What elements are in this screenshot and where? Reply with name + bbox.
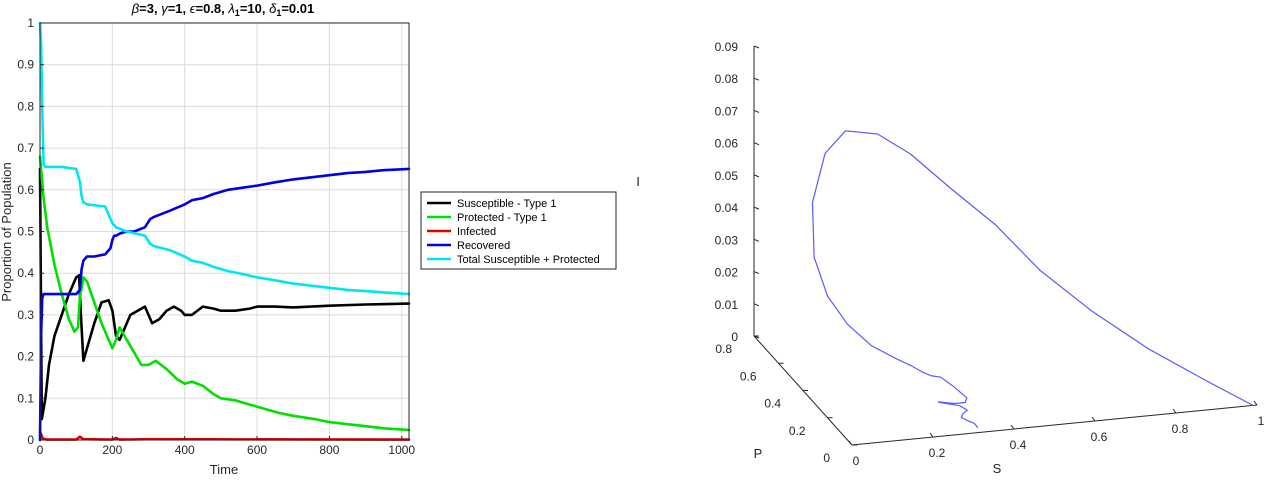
legend-label: Protected - Type 1: [457, 212, 547, 224]
z-tick-mark-3d: [753, 45, 760, 49]
y-tick-label: 0.3: [17, 308, 34, 322]
legend: Susceptible - Type 1 Protected - Type 1 In…: [420, 191, 617, 270]
x-axis-line-3d: [851, 404, 1258, 446]
title-beta-value: =3,: [139, 1, 161, 16]
x-tick-label: 600: [247, 443, 267, 457]
x-tick-label: 800: [319, 443, 339, 457]
x-tick-mark-3d: [1253, 400, 1258, 406]
y-tick-label-3d: 0.2: [789, 424, 806, 438]
phase-portrait-3d-chart: 00.20.40.60.8100.20.40.60.800.010.020.03…: [620, 0, 1280, 479]
y-tick-label-3d: 0: [823, 451, 830, 465]
y-tick-label: 0.8: [17, 99, 34, 113]
z-tick-label-3d: 0.08: [715, 72, 739, 86]
y-tick-label: 0.6: [17, 183, 34, 197]
axes-3d: 00.20.40.60.8100.20.40.60.800.010.020.03…: [715, 40, 1265, 468]
x-tick-mark-3d: [929, 432, 934, 438]
y-axis-label-3d: P: [754, 446, 763, 461]
z-tick-label-3d: 0.03: [715, 233, 739, 247]
y-tick-label: 0.7: [17, 141, 34, 155]
x-tick-mark-3d: [1091, 416, 1096, 422]
title-beta: β: [131, 1, 140, 16]
title-gamma: γ: [161, 1, 169, 16]
z-tick-label-3d: 0.01: [715, 298, 739, 312]
x-tick-mark-3d: [1172, 408, 1177, 414]
z-tick-label-3d: 0: [731, 330, 738, 344]
title-lambda-value: =10,: [240, 1, 269, 16]
y-tick-label: 0.9: [17, 58, 34, 72]
y-tick-label: 0.2: [17, 350, 34, 364]
legend-label: Infected: [457, 226, 496, 238]
series-line-4: [38, 167, 411, 442]
series-line-5: [38, 21, 411, 296]
x-axis-label: Time: [210, 462, 238, 477]
x-tick-label: 400: [175, 443, 195, 457]
z-tick-mark-3d: [753, 303, 760, 307]
title-epsilon-value: =0.8,: [196, 1, 229, 16]
z-axis-label: I: [636, 174, 640, 189]
z-tick-mark-3d: [753, 206, 760, 210]
x-tick-label: 1000: [388, 443, 415, 457]
x-tick-label-3d: 0.4: [1010, 438, 1027, 452]
z-tick-label-3d: 0.06: [715, 137, 739, 151]
series-line-2: [38, 155, 411, 432]
z-tick-mark-3d: [753, 77, 760, 81]
y-tick-label: 0.1: [17, 391, 34, 405]
chart-title: β=3, γ=1, ϵ=0.8, λ1=10, δ1=0.01: [131, 1, 315, 18]
y-tick-label: 0: [27, 433, 34, 447]
z-tick-label-3d: 0.02: [715, 266, 739, 280]
legend-label: Susceptible - Type 1: [457, 198, 556, 210]
title-delta-subscript: 1: [276, 8, 281, 18]
legend-label: Recovered: [457, 240, 510, 252]
axis-ticks: 0 200 400 600 800 1000 0 0.1 0.2 0.3 0.4 0.5 0.6 0.7 0…: [17, 16, 415, 457]
z-tick-label-3d: 0.04: [715, 201, 739, 215]
x-tick-mark-3d: [848, 440, 853, 446]
z-tick-label-3d: 0.07: [715, 104, 739, 118]
x-tick-label-3d: 1: [1258, 414, 1265, 428]
z-tick-mark-3d: [753, 174, 760, 178]
z-tick-mark-3d: [753, 271, 760, 275]
y-axis-label: Proportion of Population: [0, 162, 14, 301]
phase-portrait-panel: 0 0.2 0.4 0.6 0.8 1 0 0.2 0.4 0.6 0.8 0 0.01 0.02 0.03…: [620, 0, 1280, 479]
z-tick-mark-3d: [753, 142, 760, 146]
title-delta-value: =0.01: [281, 1, 314, 16]
y-tick-label: 0.4: [17, 266, 34, 280]
title-gamma-value: =1,: [168, 1, 190, 16]
x-tick-label: 0: [37, 443, 44, 457]
x-tick-label-3d: 0.8: [1172, 422, 1189, 436]
legend-label: Total Susceptible + Protected: [457, 254, 600, 266]
x-tick-label-3d: 0.6: [1091, 430, 1108, 444]
time-series-panel: β=3, γ=1, ϵ=0.8, λ1=10, δ1=0.01 0 200 400 6…: [0, 0, 620, 479]
title-lambda-subscript: 1: [235, 8, 240, 18]
y-tick-label-3d: 0.6: [740, 369, 757, 383]
y-tick-label: 1: [27, 16, 34, 30]
x-axis-label-3d: S: [993, 461, 1002, 476]
z-tick-mark-3d: [753, 238, 760, 242]
x-tick-mark-3d: [1010, 424, 1015, 430]
trajectory: [811, 130, 1254, 429]
time-series-chart: β=3, γ=1, ϵ=0.8, λ1=10, δ1=0.01 0 200 400 6…: [0, 0, 620, 479]
legend-box: [420, 191, 617, 270]
series-line-1: [38, 167, 411, 421]
trajectory-line: [811, 130, 1254, 429]
z-tick-label-3d: 0.05: [715, 169, 739, 183]
x-tick-label-3d: 0: [853, 454, 860, 468]
title-lambda: λ: [227, 1, 234, 16]
x-tick-label: 200: [102, 443, 122, 457]
title-delta: δ: [269, 1, 277, 16]
z-tick-mark-3d: [753, 109, 760, 113]
z-tick-mark-3d: [753, 335, 760, 339]
y-tick-label-3d: 0.4: [764, 397, 781, 411]
title-epsilon: ϵ: [190, 1, 196, 16]
y-tick-label: 0.5: [17, 225, 34, 239]
y-tick-label-3d: 0.8: [715, 342, 732, 356]
x-tick-label-3d: 0.2: [929, 446, 946, 460]
z-tick-label-3d: 0.09: [715, 40, 739, 54]
